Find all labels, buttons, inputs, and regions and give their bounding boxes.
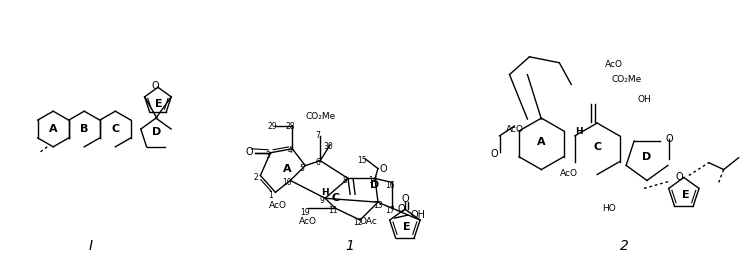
- Text: 14: 14: [368, 176, 378, 185]
- Text: O: O: [246, 147, 254, 157]
- Text: HO: HO: [602, 204, 616, 213]
- Text: O: O: [675, 172, 682, 183]
- Text: C: C: [331, 193, 339, 203]
- Text: O: O: [380, 164, 387, 174]
- Text: 6: 6: [316, 158, 321, 167]
- Text: 15: 15: [357, 156, 367, 165]
- Text: 10: 10: [283, 178, 292, 187]
- Text: O: O: [490, 149, 498, 159]
- Text: AcO: AcO: [299, 218, 317, 227]
- Text: D: D: [642, 152, 652, 162]
- Text: 12: 12: [353, 219, 363, 227]
- Text: A: A: [537, 137, 546, 147]
- Text: 2: 2: [253, 173, 258, 182]
- Text: H: H: [575, 127, 583, 136]
- Text: C: C: [593, 142, 602, 152]
- Text: 1: 1: [268, 191, 273, 200]
- Text: B: B: [80, 124, 88, 134]
- Text: O: O: [152, 81, 159, 91]
- Text: C: C: [111, 124, 119, 134]
- Text: 19: 19: [301, 208, 310, 217]
- Text: 29: 29: [268, 121, 278, 131]
- Text: 13: 13: [374, 201, 382, 210]
- Text: CO₂Me: CO₂Me: [305, 112, 335, 121]
- Text: 2: 2: [620, 239, 628, 253]
- Text: A: A: [283, 164, 292, 174]
- Text: 28: 28: [286, 121, 295, 131]
- Text: O: O: [665, 134, 673, 144]
- Text: E: E: [155, 99, 163, 109]
- Text: OAc: OAc: [359, 218, 377, 227]
- Text: O: O: [397, 204, 405, 214]
- Text: AcO: AcO: [506, 125, 524, 133]
- Text: E: E: [403, 222, 411, 232]
- Text: 11: 11: [328, 206, 338, 215]
- Text: O: O: [401, 194, 409, 204]
- Text: OH: OH: [410, 210, 425, 220]
- Text: 1: 1: [346, 239, 355, 253]
- Text: 8: 8: [343, 176, 347, 185]
- Text: D: D: [370, 181, 380, 190]
- Text: AcO: AcO: [560, 169, 578, 178]
- Text: A: A: [49, 124, 58, 134]
- Text: OH: OH: [637, 95, 651, 104]
- Text: 30: 30: [323, 142, 333, 151]
- Text: AcO: AcO: [269, 201, 287, 210]
- Text: 17: 17: [386, 206, 394, 215]
- Text: E: E: [682, 190, 690, 200]
- Text: D: D: [152, 127, 161, 137]
- Text: 5: 5: [300, 164, 304, 173]
- Text: I: I: [89, 239, 93, 253]
- Text: AcO: AcO: [605, 60, 623, 69]
- Text: 16: 16: [386, 181, 394, 190]
- Text: 3: 3: [265, 151, 270, 160]
- Text: 4: 4: [288, 146, 292, 155]
- Text: H: H: [321, 188, 329, 197]
- Text: 7: 7: [316, 131, 321, 140]
- Text: 9: 9: [320, 196, 325, 205]
- Text: CO₂Me: CO₂Me: [612, 75, 642, 84]
